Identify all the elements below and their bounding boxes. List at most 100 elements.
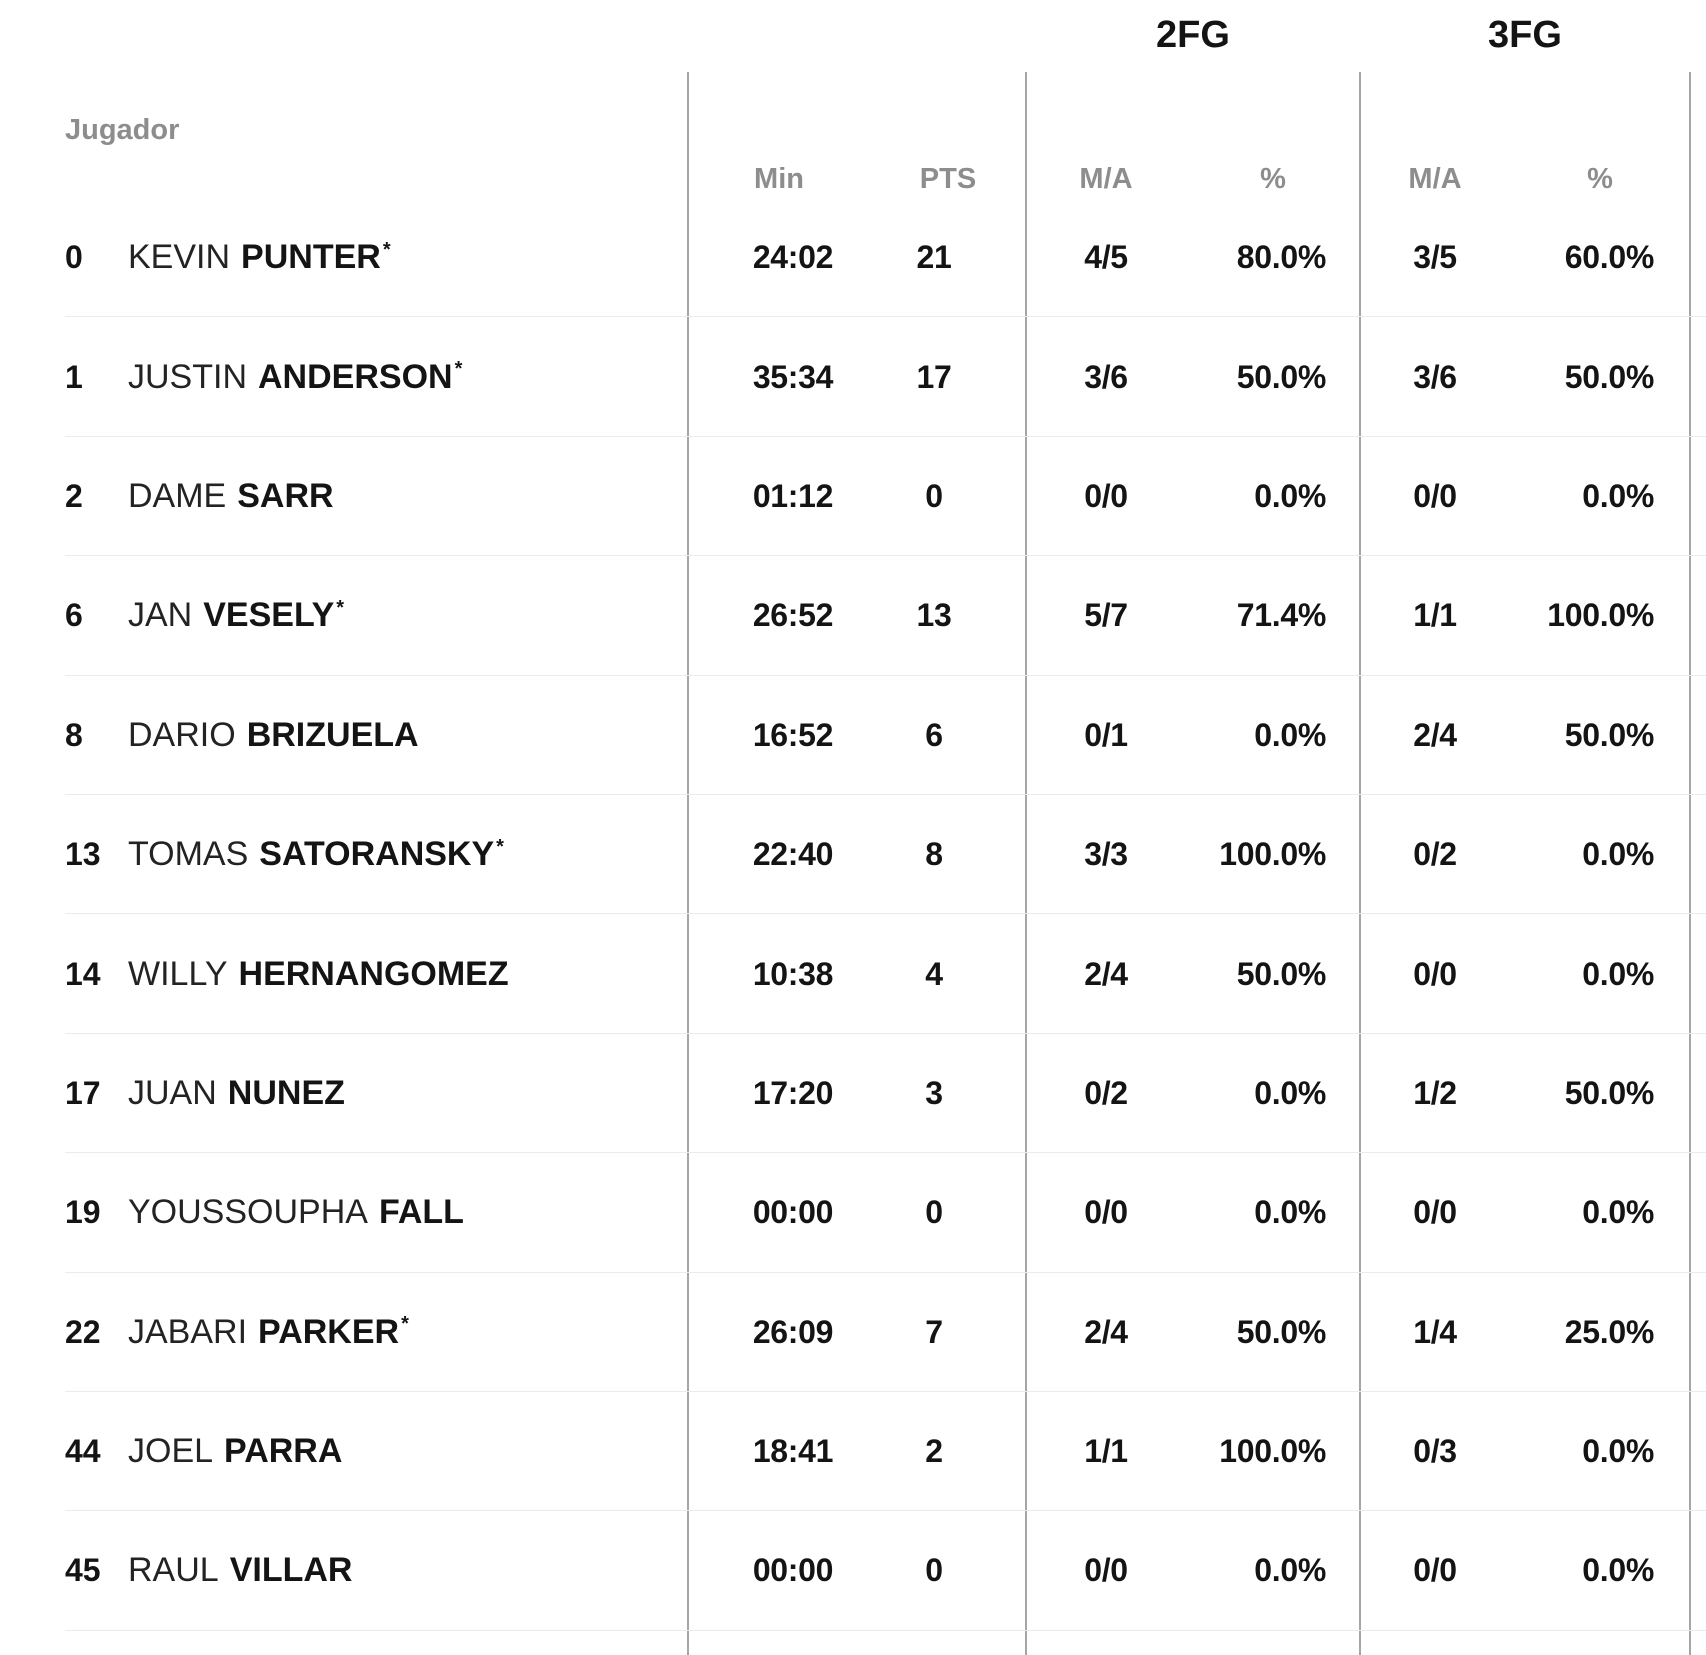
fg2-percent-value: 71.4% [1236,597,1327,634]
player-cell: 45 RAUL VILLAR [0,1551,688,1590]
player-row: 19 YOUSSOUPHA FALL 00:00 0 0/0 0.0% 0/0 0… [0,1153,1706,1273]
fg2-percent-value: 0.0% [1254,1074,1326,1111]
fg3-percent-value: 25.0% [1564,1313,1655,1350]
points-value: 0 [925,1552,943,1589]
player-last-name: PARKER [258,1312,400,1351]
fg3-made-attempted-value: 3/6 [1413,358,1457,395]
player-cell: 19 YOUSSOUPHA FALL [0,1193,688,1232]
fg3-made-attempted-value: 0/2 [1413,836,1457,873]
player-number: 45 [65,1552,101,1589]
player-row: 0 KEVIN PUNTER * 24:02 21 4/5 80.0% 3/5 60… [0,198,1706,318]
player-row: 6 JAN VESELY * 26:52 13 5/7 71.4% 1/1 100.… [0,556,1706,676]
points-value: 7 [925,1313,943,1350]
fg2-percent-value: 0.0% [1254,716,1326,753]
player-last-name: VILLAR [229,1551,353,1590]
minutes-value: 26:52 [752,597,834,634]
player-number: 2 [65,477,83,514]
minutes-value: 26:09 [752,1313,834,1350]
fg2-made-attempted-value: 1/1 [1084,1433,1128,1470]
fg2-percent-value: 80.0% [1236,239,1327,276]
points-value: 0 [925,1194,943,1231]
minutes-value: 24:02 [752,239,834,276]
player-number: 1 [65,358,83,395]
player-name[interactable]: JAN VESELY * [128,596,344,635]
group-header-2fg: 2FG [1156,14,1230,56]
column-divider [1025,72,1027,1655]
player-last-name: PARRA [224,1432,343,1471]
fg3-made-attempted-value: 2/4 [1413,716,1457,753]
minutes-value: 00:00 [752,1194,834,1231]
player-name[interactable]: DAME SARR [128,477,334,516]
player-name[interactable]: JOEL PARRA [128,1432,342,1471]
fg2-made-attempted-header: M/A [1079,163,1133,195]
player-name[interactable]: TOMAS SATORANSKY * [128,835,504,874]
minutes-value: 35:34 [752,358,834,395]
player-name[interactable]: JUSTIN ANDERSON * [128,358,462,397]
player-name[interactable]: JABARI PARKER * [128,1313,409,1352]
player-first-name: JAN [128,596,193,635]
fg3-percent-value: 60.0% [1564,239,1655,276]
player-number: 0 [65,239,83,276]
stats-header-row: Min PTS M/A % M/A % [0,148,1706,198]
fg2-made-attempted-value: 0/1 [1084,716,1128,753]
player-cell: 2 DAME SARR [0,477,688,516]
fg2-made-attempted-value: 0/2 [1084,1074,1128,1111]
starter-asterisk: * [496,835,504,858]
points-value: 8 [925,836,943,873]
starter-asterisk: * [382,238,391,261]
fg3-percent-header: % [1587,163,1613,195]
player-cell: 6 JAN VESELY * [0,596,688,635]
player-first-name: JUSTIN [128,357,247,396]
player-number: 14 [65,955,101,992]
points-value: 17 [916,358,952,395]
fg3-percent-value: 0.0% [1582,477,1654,514]
points-value: 4 [925,955,943,992]
column-divider [1689,72,1691,1655]
min-header: Min [754,163,804,195]
player-row: 13 TOMAS SATORANSKY * 22:40 8 3/3 100.0% 0… [0,795,1706,915]
group-header-3fg: 3FG [1488,14,1562,56]
player-name[interactable]: JUAN NUNEZ [128,1074,345,1113]
fg3-percent-value: 0.0% [1582,836,1654,873]
points-value: 21 [916,239,952,276]
player-number: 6 [65,597,83,634]
fg3-made-attempted-value: 0/0 [1413,955,1457,992]
fg3-percent-value: 50.0% [1564,716,1655,753]
fg3-made-attempted-value: 1/4 [1413,1313,1457,1350]
fg3-made-attempted-value: 0/0 [1413,1552,1457,1589]
player-first-name: DAME [128,476,227,515]
fg3-made-attempted-value: 0/0 [1413,1194,1457,1231]
pts-header: PTS [919,163,977,195]
fg2-percent-value: 0.0% [1254,1194,1326,1231]
fg2-made-attempted-value: 0/0 [1084,477,1128,514]
fg3-made-attempted-header: M/A [1408,163,1462,195]
fg3-made-attempted-value: 0/0 [1413,477,1457,514]
player-first-name: JOEL [128,1432,214,1471]
player-name[interactable]: WILLY HERNANGOMEZ [128,955,509,994]
fg2-percent-value: 100.0% [1219,1433,1326,1470]
minutes-value: 17:20 [752,1074,834,1111]
player-number: 8 [65,716,83,753]
player-last-name: ANDERSON [258,357,453,396]
player-row: 44 JOEL PARRA 18:41 2 1/1 100.0% 0/3 0.0% [0,1392,1706,1512]
player-cell: 44 JOEL PARRA [0,1432,688,1471]
player-last-name: HERNANGOMEZ [238,954,509,993]
fg2-made-attempted-value: 2/4 [1084,955,1128,992]
fg3-percent-value: 50.0% [1564,358,1655,395]
fg2-made-attempted-value: 0/0 [1084,1194,1128,1231]
points-value: 3 [925,1074,943,1111]
fg2-made-attempted-value: 3/3 [1084,836,1128,873]
player-first-name: YOUSSOUPHA [128,1193,368,1232]
fg2-percent-value: 50.0% [1236,1313,1327,1350]
player-last-name: SATORANSKY [259,835,495,874]
minutes-value: 10:38 [752,955,834,992]
player-name[interactable]: KEVIN PUNTER * [128,238,391,277]
player-name[interactable]: DARIO BRIZUELA [128,716,419,755]
column-divider [687,72,689,1655]
player-name[interactable]: RAUL VILLAR [128,1551,352,1590]
minutes-value: 00:00 [752,1552,834,1589]
minutes-value: 22:40 [752,836,834,873]
player-name[interactable]: YOUSSOUPHA FALL [128,1193,464,1232]
player-cell: 17 JUAN NUNEZ [0,1074,688,1113]
